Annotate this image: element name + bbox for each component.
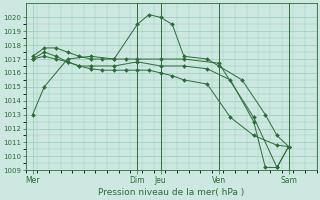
X-axis label: Pression niveau de la mer( hPa ): Pression niveau de la mer( hPa ) [98,188,244,197]
